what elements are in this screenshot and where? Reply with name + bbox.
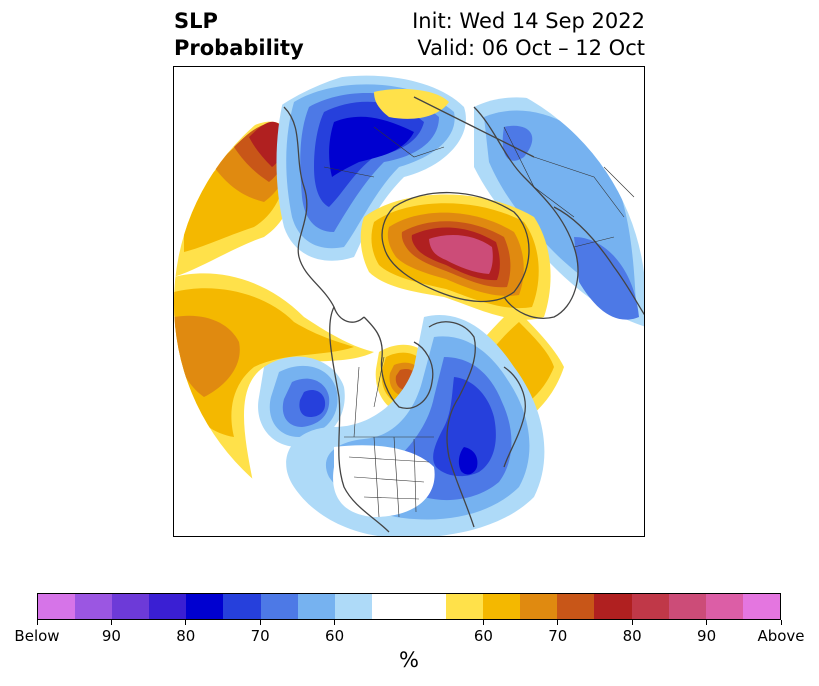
colorbar-tick-label: 60	[473, 627, 493, 645]
colorbar-tick-mark	[334, 620, 336, 625]
colorbar-swatch	[631, 594, 669, 619]
colorbar-tick-mark	[706, 620, 708, 625]
colorbar-swatch	[38, 594, 76, 619]
colorbar-swatch	[334, 594, 372, 619]
colorbar-swatch	[594, 594, 632, 619]
colorbar-swatch	[297, 594, 335, 619]
probability-map-svg	[174, 67, 644, 536]
colorbar-tick-label: 90	[697, 627, 717, 645]
colorbar-tick-label: 60	[325, 627, 345, 645]
colorbar-tick-mark	[259, 620, 261, 625]
colorbar-swatch	[186, 594, 224, 619]
colorbar-swatch	[112, 594, 150, 619]
colorbar-tick-mark	[482, 620, 484, 625]
colorbar-swatch	[223, 594, 261, 619]
colorbar-swatch	[557, 594, 595, 619]
colorbar-tick-label: 80	[622, 627, 642, 645]
colorbar-swatch	[408, 594, 447, 619]
colorbar-tick-mark	[631, 620, 633, 625]
polar-map	[173, 66, 645, 537]
title-type: Probability	[174, 36, 304, 60]
colorbar-swatch	[446, 594, 484, 619]
colorbar-tick-mark	[185, 620, 187, 625]
colorbar-swatch	[668, 594, 706, 619]
colorbar-swatch	[483, 594, 521, 619]
colorbar-swatch	[149, 594, 187, 619]
colorbar-tick-mark	[36, 620, 38, 625]
map-title: SLP Probability	[174, 8, 304, 62]
colorbar-tick-mark	[110, 620, 112, 625]
borders	[323, 126, 635, 518]
forecast-dates: Init: Wed 14 Sep 2022 Valid: 06 Oct – 12…	[412, 8, 645, 62]
colorbar-swatch	[371, 594, 409, 619]
colorbar-tick-mark	[780, 620, 782, 625]
colorbar-swatch	[75, 594, 113, 619]
probability-colorbar	[37, 593, 781, 620]
colorbar-swatch	[705, 594, 743, 619]
init-date: Init: Wed 14 Sep 2022	[412, 9, 645, 33]
colorbar-swatch	[260, 594, 298, 619]
colorbar-tick-label: 90	[101, 627, 121, 645]
colorbar-tick-label: 70	[250, 627, 270, 645]
valid-range: Valid: 06 Oct – 12 Oct	[417, 36, 645, 60]
colorbar-tick-label: Below	[14, 627, 60, 645]
probability-field	[174, 67, 644, 536]
coastlines	[283, 96, 644, 533]
colorbar-tick-label: 70	[548, 627, 568, 645]
colorbar-tick-label: Above	[757, 627, 805, 645]
title-variable: SLP	[174, 9, 218, 33]
colorbar-swatch	[520, 594, 558, 619]
colorbar-unit: %	[399, 648, 419, 672]
colorbar-tick-label: 80	[176, 627, 196, 645]
colorbar-swatch	[742, 594, 780, 619]
colorbar-tick-mark	[557, 620, 559, 625]
